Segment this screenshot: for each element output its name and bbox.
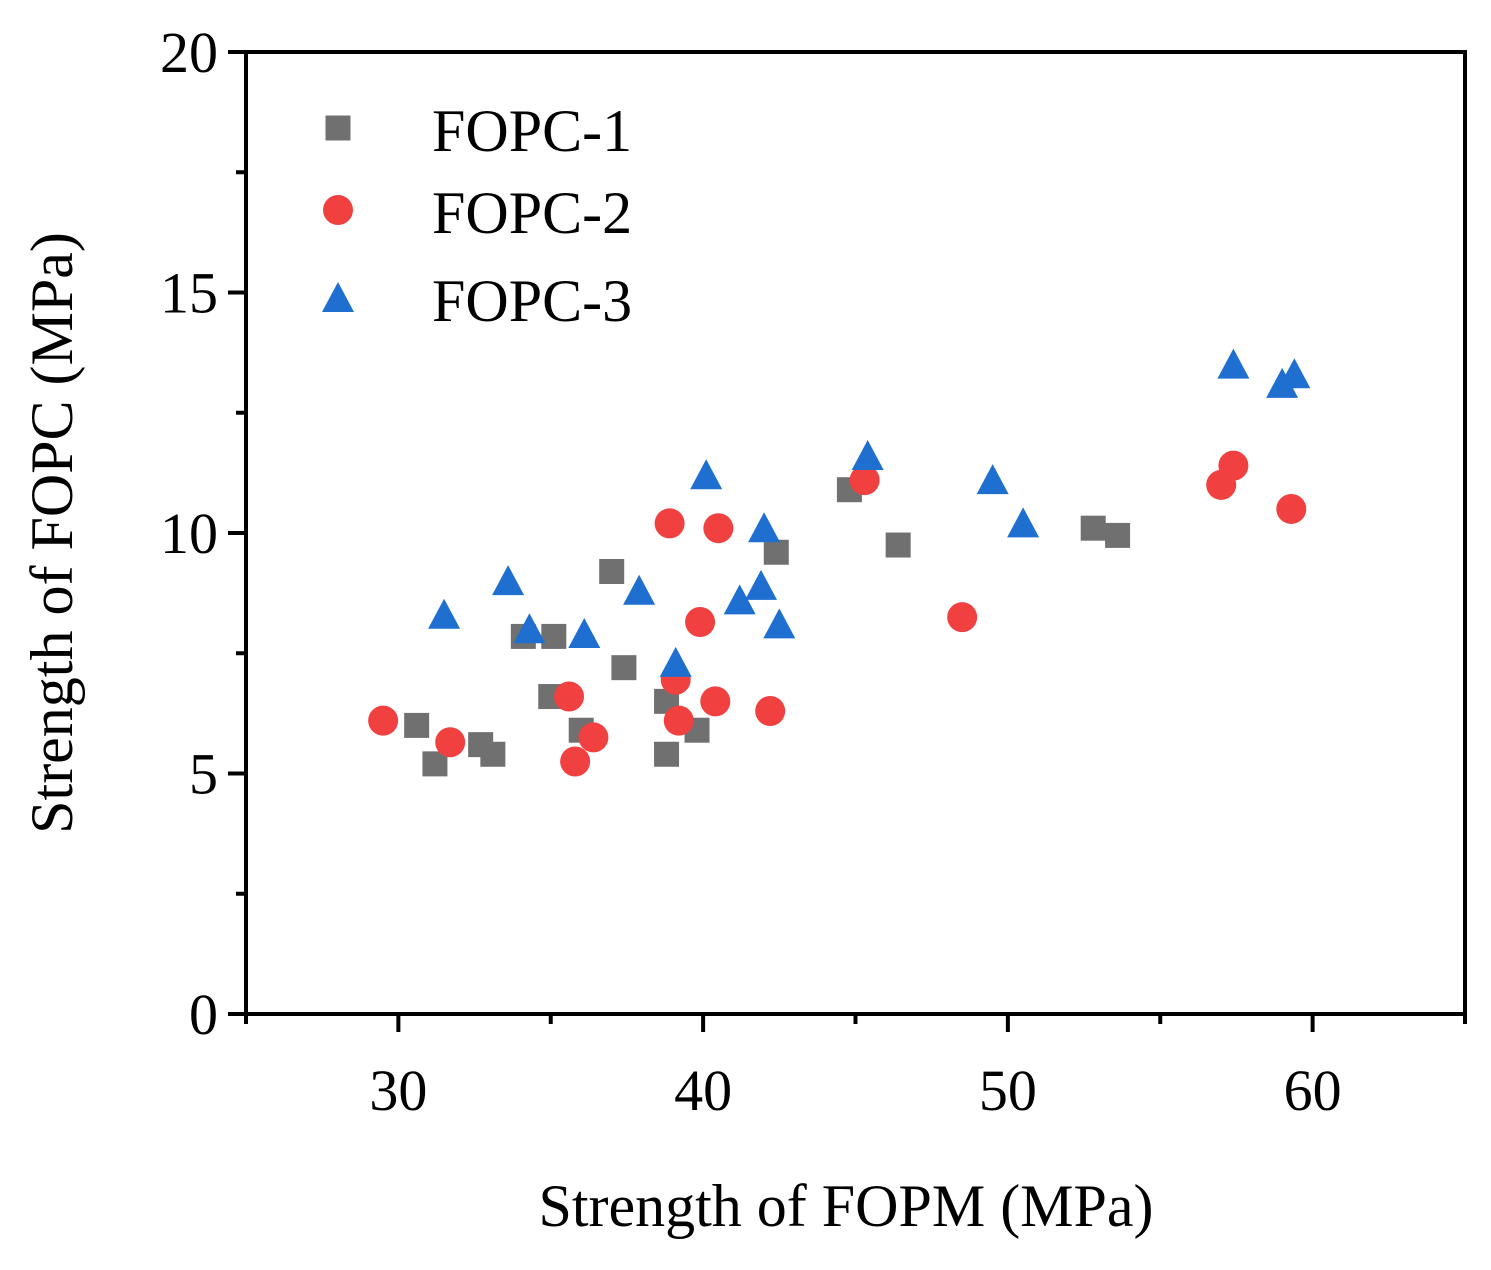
x-tick-label: 60 xyxy=(1284,1058,1342,1123)
fopc-2-point xyxy=(435,727,466,758)
plot-frame xyxy=(244,50,1467,1016)
fopc-2-legend-label: FOPC-2 xyxy=(432,180,632,246)
fopc-2-legend-marker xyxy=(323,195,353,225)
fopc-3-point xyxy=(1007,507,1040,538)
fopc-2-point xyxy=(1218,450,1249,481)
y-tick-label: 10 xyxy=(160,501,218,566)
fopc-3-point xyxy=(492,565,525,596)
fopc-1-point xyxy=(480,741,506,767)
fopc-2-point xyxy=(368,705,399,736)
fopc-1-point xyxy=(885,532,911,558)
fopc-1-point xyxy=(1080,515,1106,541)
fopc-3-point xyxy=(690,459,723,490)
fopc-3-legend-marker xyxy=(322,282,354,312)
fopc-1-point xyxy=(654,741,680,767)
fopc-3-point xyxy=(745,569,778,600)
fopc-1-point xyxy=(541,623,567,649)
fopc-3-point xyxy=(851,440,884,471)
fopc-3-point xyxy=(568,618,601,649)
fopc-2-point xyxy=(947,602,978,633)
fopc-2-point xyxy=(700,686,731,717)
y-tick-label: 15 xyxy=(160,261,218,326)
fopc-3-point xyxy=(1217,348,1250,379)
fopc-1-legend-label: FOPC-1 xyxy=(432,98,632,164)
legend: FOPC-1 FOPC-2 FOPC-3 xyxy=(322,98,632,334)
fopc-3-point xyxy=(763,608,796,639)
fopc-3-point xyxy=(659,646,692,677)
fopc-2-point xyxy=(578,722,609,753)
fopc-2-point xyxy=(560,746,591,777)
fopc-3-point xyxy=(623,574,656,605)
x-axis-title: Strength of FOPM (MPa) xyxy=(538,1173,1153,1239)
fopc-3-point xyxy=(976,464,1009,495)
fopc-2-point xyxy=(554,681,585,712)
x-tick-label: 40 xyxy=(674,1058,732,1123)
fopc-3-legend-label: FOPC-3 xyxy=(432,268,632,334)
fopc-2-point xyxy=(654,508,685,539)
points-layer xyxy=(368,348,1311,777)
fopc-1-point xyxy=(611,655,637,681)
y-axis-title: Strength of FOPC (MPa) xyxy=(19,232,85,834)
fopc-1-point xyxy=(599,558,625,584)
y-tick-label: 20 xyxy=(160,20,218,85)
fopc-1-point xyxy=(763,539,789,565)
fopc-1-point xyxy=(404,712,430,738)
fopc-3-point xyxy=(428,598,461,629)
x-tick-label: 50 xyxy=(979,1058,1037,1123)
y-tick-label: 0 xyxy=(189,982,218,1047)
fopc-3-point xyxy=(748,512,781,543)
fopc-3-point xyxy=(723,584,756,615)
fopc-2-point xyxy=(755,695,786,726)
fopc-2-point xyxy=(1276,493,1307,524)
y-tick-label: 5 xyxy=(189,742,218,807)
fopc-3-point xyxy=(1278,358,1311,389)
fopc-2-point xyxy=(685,606,716,637)
fopc-1-legend-marker xyxy=(325,115,351,141)
x-tick-label: 30 xyxy=(369,1058,427,1123)
fopc-1-point xyxy=(1105,522,1131,548)
fopc-2-point xyxy=(703,513,734,544)
fopc-2-point xyxy=(849,465,880,496)
fopc-2-point xyxy=(663,705,694,736)
ticks-layer: 30 40 50 60 0 5 10 15 20 xyxy=(160,20,1467,1123)
fopc-3-point xyxy=(513,613,546,644)
